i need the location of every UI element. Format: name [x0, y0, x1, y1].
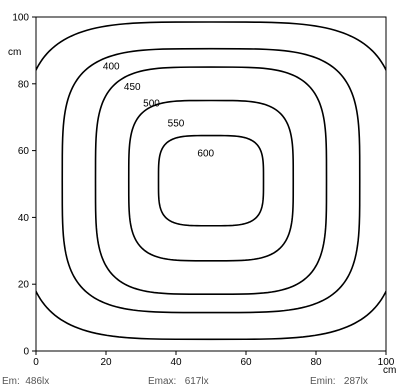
- contour-label-550: 550: [168, 119, 185, 130]
- contour-line-550: [127, 99, 295, 262]
- stat-emin: Emin: 287lx: [310, 376, 368, 387]
- contour-label-500: 500: [143, 98, 160, 109]
- y-tick-label: 40: [18, 213, 30, 224]
- contour-label-400: 400: [103, 62, 120, 73]
- x-tick-label: 20: [100, 357, 112, 368]
- contour-line-450: [61, 47, 361, 314]
- x-axis-ticks: 0 20 40 60 80 100: [33, 351, 395, 368]
- x-tick-label: 60: [240, 357, 252, 368]
- y-axis-unit: cm: [8, 47, 21, 58]
- contour-label-450: 450: [124, 82, 141, 93]
- stat-em: Em: 486lx: [2, 376, 49, 387]
- stat-emax-label: Emax:: [148, 376, 177, 387]
- stat-emax-value: 617lx: [184, 376, 209, 387]
- x-tick-label: 80: [310, 357, 322, 368]
- stat-emax: Emax: 617lx: [148, 376, 209, 387]
- y-tick-label: 60: [18, 146, 30, 157]
- y-tick-label: 100: [12, 13, 29, 24]
- y-tick-label: 0: [23, 347, 29, 358]
- contour-line-600: [157, 134, 265, 227]
- x-tick-label: 40: [170, 357, 182, 368]
- stat-emin-label: Emin:: [310, 376, 336, 387]
- y-tick-label: 20: [18, 280, 30, 291]
- contour-line-400: [36, 21, 386, 341]
- x-tick-label: 100: [378, 357, 395, 368]
- x-axis-unit: cm: [383, 365, 396, 376]
- stat-emin-value: 287lx: [343, 376, 368, 387]
- y-tick-label: 80: [18, 79, 30, 90]
- illuminance-stats: Em: 486lx Emax: 617lx Emin: 287lx: [0, 376, 398, 390]
- contour-line-500: [94, 66, 328, 296]
- stat-em-value: 486lx: [25, 376, 50, 387]
- plot-frame: [35, 16, 387, 352]
- contour-label-600: 600: [197, 149, 214, 160]
- x-tick-label: 0: [33, 357, 39, 368]
- contour-lines: [36, 21, 386, 341]
- stat-em-label: Em:: [2, 376, 20, 387]
- y-axis-ticks: 0 20 40 60 80 100: [12, 13, 36, 358]
